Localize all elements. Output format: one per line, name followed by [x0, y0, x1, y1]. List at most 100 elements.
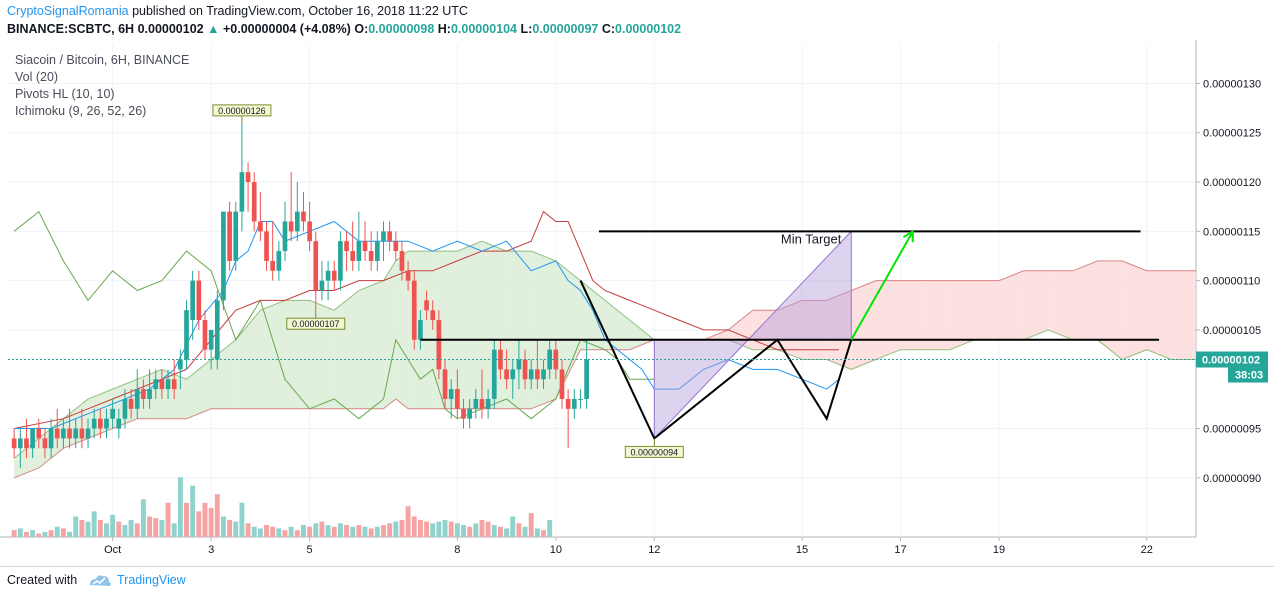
- candle-body: [270, 260, 276, 271]
- volume-bar: [110, 514, 116, 537]
- candle-body: [184, 310, 189, 360]
- candle-body: [54, 428, 60, 439]
- volume-bar: [362, 526, 368, 537]
- volume-bar: [350, 526, 356, 537]
- volume-bar: [547, 519, 553, 537]
- price-chart[interactable]: Min Target 0.00000126 0.00000107 0.0000009…: [0, 40, 1274, 566]
- pivot-box: [624, 445, 684, 458]
- volume-bar: [344, 525, 350, 537]
- volume-bar: [319, 521, 325, 537]
- y-tick-label: 0.00000110: [1203, 276, 1260, 288]
- y-tick-label: 0.00000115: [1203, 226, 1260, 238]
- candle-body: [448, 389, 454, 399]
- cloud-segment: [605, 300, 630, 350]
- volume-bar: [30, 530, 36, 537]
- price-change: +0.00000004 (+4.08%): [222, 22, 351, 36]
- drawing-annotations: Min Target: [8, 229, 1196, 440]
- x-tick-label: 8: [454, 544, 460, 556]
- candle-body: [368, 251, 374, 261]
- cloud-segment: [358, 280, 384, 409]
- x-tick-label: 10: [550, 544, 562, 556]
- last-price-tag: [1196, 351, 1268, 368]
- candle-body: [171, 379, 177, 390]
- candle-body: [553, 349, 559, 370]
- candle-body: [393, 241, 399, 252]
- candle-body: [36, 428, 42, 439]
- y-tick-label: 0.00000105: [1203, 325, 1261, 337]
- candle-body: [418, 320, 423, 340]
- candle-body: [301, 211, 306, 222]
- candle-body: [455, 389, 460, 409]
- volume-bar: [479, 519, 485, 537]
- cloud-segment: [1097, 260, 1123, 360]
- candle-body: [233, 211, 239, 261]
- time-axis[interactable]: Oct 3 5 8 10 12 15 17 19 22: [104, 537, 1153, 556]
- candle-body: [245, 172, 251, 183]
- close-label: C:: [601, 22, 616, 36]
- cloud-segment: [999, 270, 1024, 340]
- cloud-segment: [395, 251, 409, 409]
- candle-body: [491, 349, 497, 399]
- candle-body: [559, 369, 565, 399]
- cloud-segment: [1072, 260, 1098, 340]
- candle-body: [331, 270, 337, 281]
- volume-bar: [497, 526, 503, 537]
- y-tick-label: 0.00000090: [1203, 473, 1261, 485]
- volume-bar: [214, 494, 220, 537]
- volume-bar: [522, 526, 528, 537]
- cloud-segment: [900, 280, 926, 350]
- cloud-segment: [334, 290, 359, 409]
- channel-pattern: [653, 230, 852, 440]
- cloud-segment: [802, 300, 827, 360]
- volume-bar: [184, 502, 189, 537]
- price-axis[interactable]: 0.00000130 0.00000125 0.00000120 0.00000115…: [1196, 78, 1268, 485]
- volume-bar: [54, 526, 60, 537]
- candle-body: [258, 221, 263, 232]
- volume-bar: [42, 531, 48, 537]
- volume-bar: [165, 502, 171, 537]
- candle-body: [17, 438, 23, 449]
- candle-body: [208, 329, 214, 350]
- candle-body: [565, 398, 571, 409]
- volume-bar: [239, 502, 245, 537]
- candle-body: [442, 369, 448, 399]
- y-tick-label: 0.00000120: [1203, 177, 1261, 189]
- volume-bar: [11, 530, 17, 537]
- volume-bar: [405, 506, 411, 537]
- volume-bar: [381, 525, 386, 537]
- tradingview-brand-link[interactable]: TradingView: [117, 573, 186, 587]
- candle-body: [436, 320, 442, 370]
- volume-bar: [270, 526, 276, 537]
- volume-bar: [276, 528, 282, 537]
- candle-body: [504, 369, 509, 380]
- candle-body: [430, 310, 436, 321]
- cloud-segment: [1023, 270, 1049, 340]
- volume-bars: [11, 477, 553, 537]
- volume-bar: [504, 528, 510, 537]
- candle-body: [411, 280, 417, 340]
- volume-bar: [116, 521, 122, 537]
- candle-body: [251, 182, 257, 222]
- volume-bar: [430, 523, 436, 537]
- low-label: L:: [520, 22, 533, 36]
- volume-bar: [177, 477, 183, 537]
- candle-body: [264, 231, 269, 261]
- volume-bar: [208, 507, 214, 537]
- volume-bar: [541, 530, 546, 537]
- candle-body: [202, 320, 208, 350]
- volume-bar: [516, 523, 522, 537]
- candle-body: [584, 359, 589, 399]
- volume-bar: [424, 521, 430, 537]
- candle-body: [356, 241, 362, 261]
- candle-body: [214, 300, 220, 360]
- author-link[interactable]: CryptoSignalRomania: [7, 4, 129, 18]
- tradingview-logo-icon[interactable]: [88, 573, 112, 589]
- cloud-segment: [629, 320, 655, 350]
- volume-bar: [331, 526, 337, 537]
- x-tick-label: 19: [993, 544, 1005, 556]
- candle-body: [485, 398, 491, 409]
- candle-body: [510, 369, 516, 380]
- candle-body: [362, 241, 368, 252]
- candle-body: [424, 300, 429, 311]
- high-value: 0.00000104: [450, 22, 518, 36]
